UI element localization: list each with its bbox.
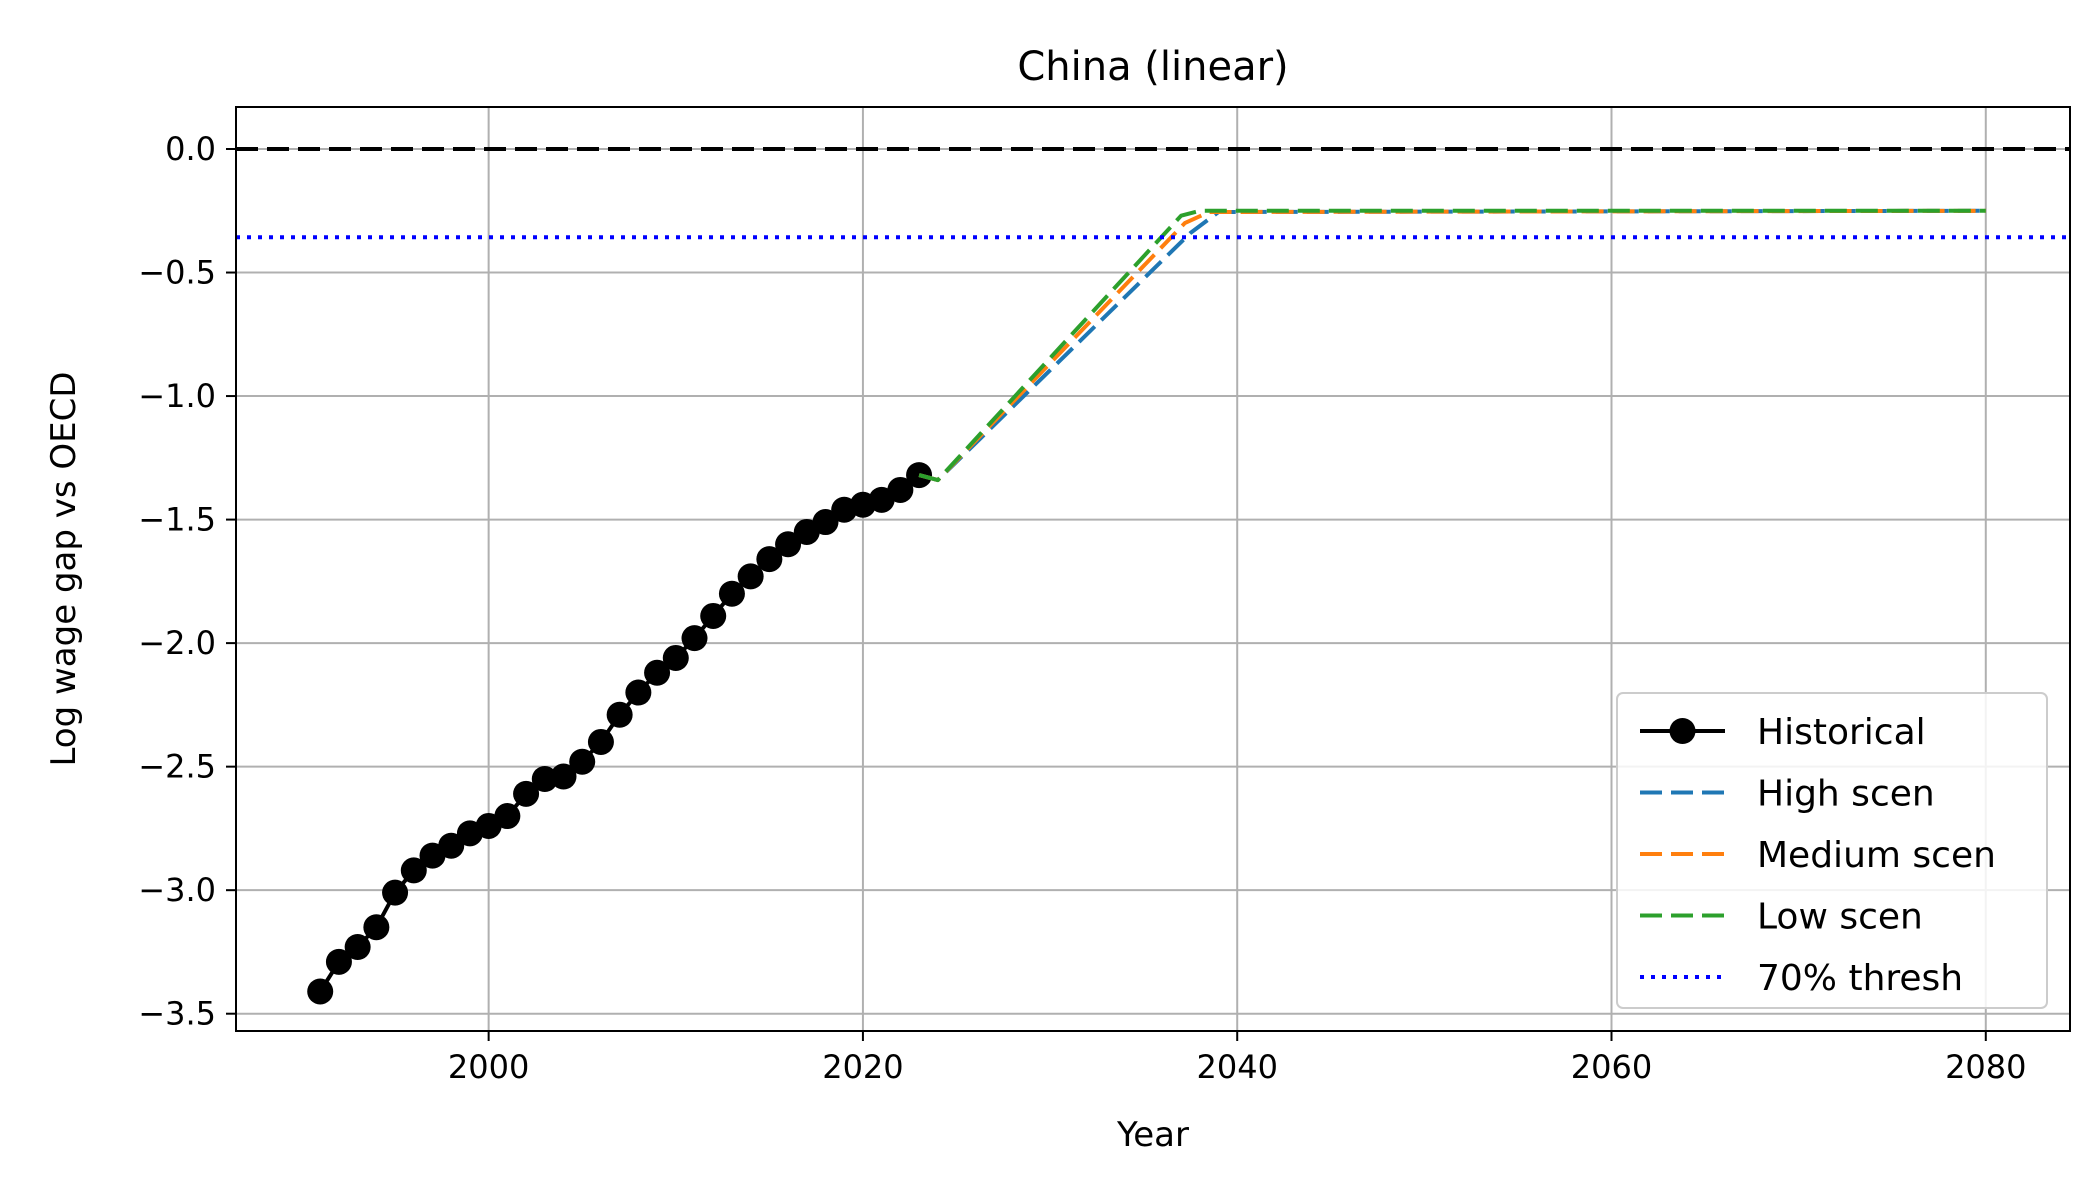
historical-point xyxy=(700,602,727,629)
x-tick-label: 2000 xyxy=(448,1048,529,1086)
data-series xyxy=(236,208,2070,1005)
y-tick-label: −3.0 xyxy=(138,871,216,909)
y-axis-label: Log wage gap vs OECD xyxy=(44,371,84,766)
legend-label-high-scen: High scen xyxy=(1757,774,1935,815)
historical-point xyxy=(550,763,577,790)
legend-box xyxy=(1616,692,2048,1009)
x-axis-ticks: 2000 2020 2040 2060 2080 xyxy=(448,1031,2027,1086)
historical-point xyxy=(906,462,933,489)
y-tick-label: −1.0 xyxy=(138,377,216,415)
x-tick-label: 2040 xyxy=(1196,1048,1277,1086)
historical-point xyxy=(681,625,708,652)
historical-point xyxy=(400,857,427,884)
plot-frame xyxy=(235,106,2071,1032)
historical-point xyxy=(325,948,352,975)
historical-point xyxy=(438,832,465,859)
historical-point xyxy=(569,748,596,775)
historical-point xyxy=(775,531,802,558)
legend-label-70-thresh: 70% thresh xyxy=(1757,958,1963,999)
legend-label-low-scen: Low scen xyxy=(1757,897,1923,938)
historical-point xyxy=(644,659,671,686)
legend: Historical High scen Medium scen Low scen 70… xyxy=(1616,692,2048,1009)
historical-point xyxy=(625,679,652,706)
y-tick-label: −0.5 xyxy=(138,254,216,292)
y-tick-label: 0.0 xyxy=(165,130,216,168)
y-axis-ticks: 0.0 −0.5 −1.0 −1.5 −2.0 −2.5 −3.0 −3.5 xyxy=(138,130,236,1033)
historical-point xyxy=(887,476,914,503)
y-tick-label: −3.5 xyxy=(138,995,216,1033)
series-low-scen-line xyxy=(918,208,1986,483)
historical-point xyxy=(812,509,839,536)
historical-point xyxy=(494,803,521,830)
legend-marker-historical xyxy=(1669,718,1696,744)
legend-label-historical: Historical xyxy=(1757,712,1926,753)
x-tick-label: 2020 xyxy=(822,1048,903,1086)
historical-point xyxy=(513,780,540,807)
y-tick-label: −2.5 xyxy=(138,748,216,786)
historical-point xyxy=(606,701,633,728)
historical-point xyxy=(737,563,764,590)
historical-point xyxy=(662,644,689,671)
legend-label-medium-scen: Medium scen xyxy=(1757,835,1996,876)
x-axis-label: Year xyxy=(1116,1115,1189,1155)
historical-point xyxy=(587,728,614,755)
historical-point xyxy=(363,914,390,941)
historical-point xyxy=(718,580,745,607)
y-tick-label: −2.0 xyxy=(138,624,216,662)
x-tick-label: 2060 xyxy=(1571,1048,1652,1086)
historical-point xyxy=(307,978,334,1005)
x-tick-label: 2080 xyxy=(1945,1048,2026,1086)
chart-title: China (linear) xyxy=(1017,44,1288,90)
y-tick-label: −1.5 xyxy=(138,501,216,539)
historical-point xyxy=(382,879,409,906)
historical-point xyxy=(344,934,371,960)
historical-point xyxy=(756,546,783,573)
